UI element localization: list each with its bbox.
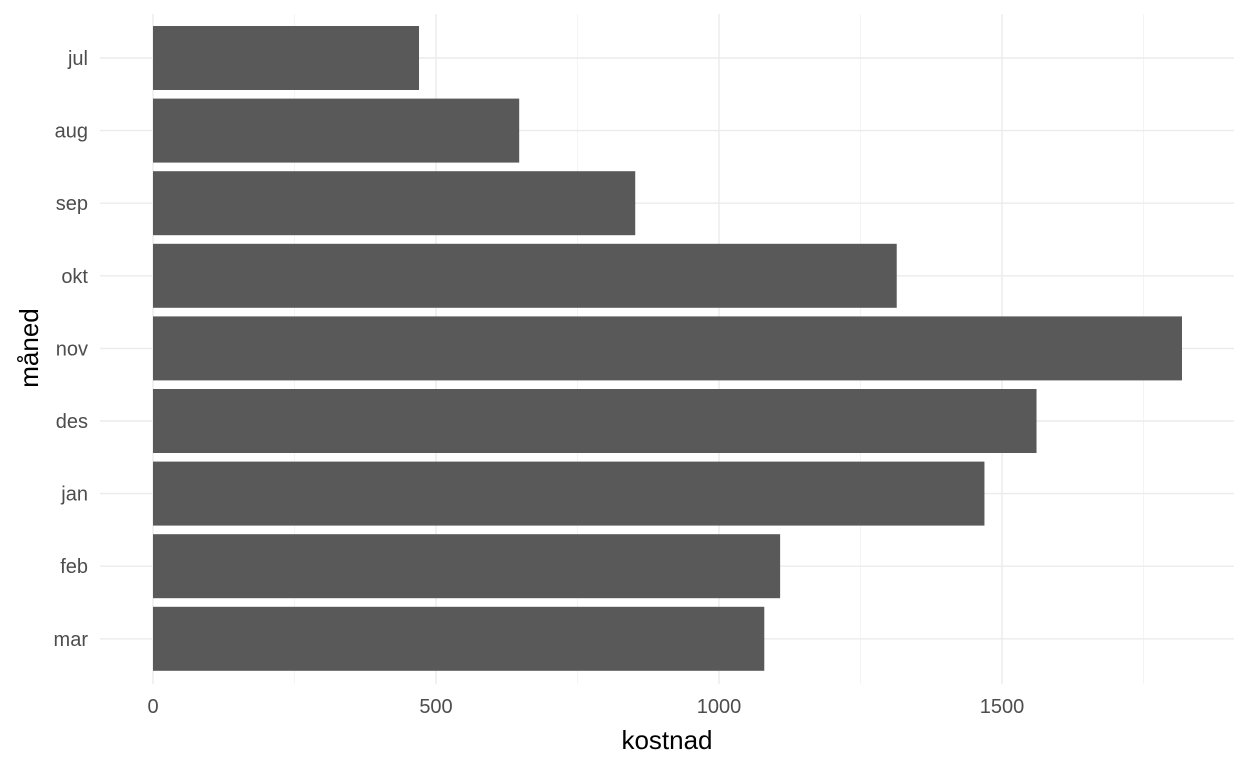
x-tick-label-1000: 1000 xyxy=(697,696,742,718)
y-axis-title: måned xyxy=(14,308,44,388)
bar-des xyxy=(153,389,1037,453)
bar-nov xyxy=(153,316,1182,381)
bars xyxy=(153,26,1182,671)
bar-aug xyxy=(153,98,520,163)
x-tick-label-1500: 1500 xyxy=(980,696,1025,718)
y-tick-label-aug: aug xyxy=(55,121,88,143)
y-tick-label-jan: jan xyxy=(60,484,88,506)
x-axis-title: kostnad xyxy=(621,725,712,755)
x-tick-label-500: 500 xyxy=(419,696,452,718)
bar-okt xyxy=(153,243,897,308)
y-tick-labels: jul aug sep okt nov des jan feb mar xyxy=(54,48,89,651)
bar-mar xyxy=(153,606,765,671)
bar-jul xyxy=(153,26,420,90)
x-tick-labels: 0 500 1000 1500 xyxy=(147,696,1024,718)
bar-sep xyxy=(153,171,636,236)
bar-jan xyxy=(153,461,985,526)
y-tick-label-sep: sep xyxy=(56,193,88,215)
bar-feb xyxy=(153,534,781,599)
y-tick-label-des: des xyxy=(56,411,88,433)
y-tick-label-nov: nov xyxy=(56,338,88,360)
x-tick-label-0: 0 xyxy=(147,696,158,718)
y-tick-label-feb: feb xyxy=(60,556,88,578)
y-tick-label-mar: mar xyxy=(54,629,89,651)
y-tick-label-jul: jul xyxy=(67,48,88,70)
y-tick-label-okt: okt xyxy=(61,266,88,288)
